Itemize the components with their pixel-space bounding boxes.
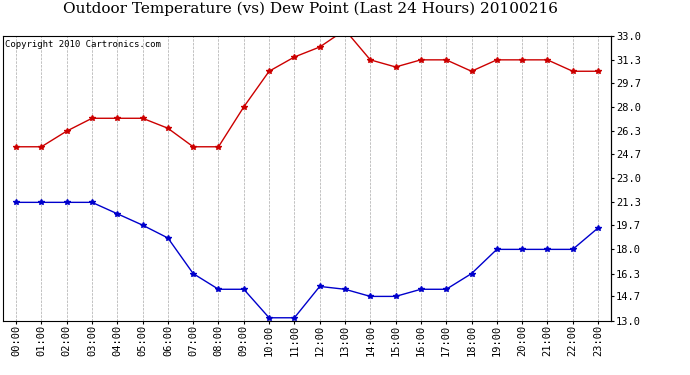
Text: Copyright 2010 Cartronics.com: Copyright 2010 Cartronics.com bbox=[5, 40, 161, 49]
Text: Outdoor Temperature (vs) Dew Point (Last 24 Hours) 20100216: Outdoor Temperature (vs) Dew Point (Last… bbox=[63, 2, 558, 16]
